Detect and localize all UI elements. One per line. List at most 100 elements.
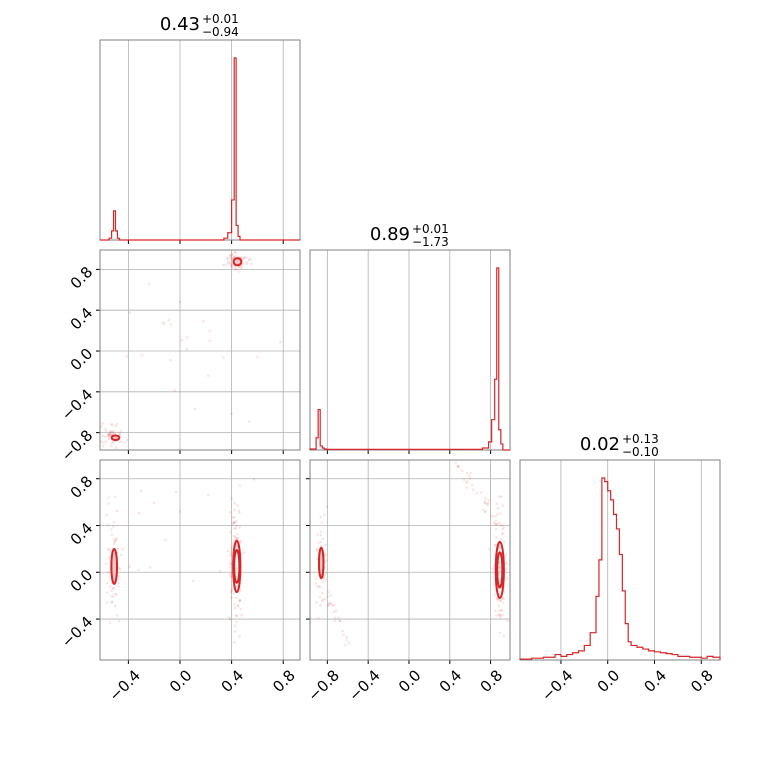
sample-point [501,596,505,599]
sample-point [117,581,121,585]
contour-level-1 [233,549,241,584]
sample-point [483,510,487,513]
sample-point [233,508,236,512]
sample-point [228,253,232,257]
panel-frame [309,459,511,661]
sample-point [117,619,121,623]
sample-point [492,521,496,525]
sample-point [103,427,107,431]
sample-point [483,501,486,505]
sample-point [242,256,246,260]
sample-point [334,609,338,612]
sample-point [500,609,504,613]
sample-point [230,253,234,257]
sample-point [191,579,195,583]
y-tick-label: 0.0 [67,345,97,375]
sample-point [238,511,241,515]
sample-point [104,429,108,433]
sample-point [128,311,132,314]
sample-point [226,549,230,553]
sample-point [112,586,116,590]
sample-point [206,493,210,497]
sample-point [208,329,212,333]
histogram-step-line [309,267,510,451]
contour-level-1 [110,434,121,441]
sample-point [110,444,113,448]
sample-point [162,321,165,324]
sample-point [111,423,114,426]
sample-point [490,514,493,518]
sample-point [239,267,243,270]
sample-point [101,434,105,438]
sample-point [233,527,236,530]
sample-point [316,547,319,551]
sample-point [498,561,502,564]
sample-point [227,616,231,619]
sample-point [110,533,114,537]
sample-point [337,616,340,619]
sample-point [167,318,171,322]
sample-point [500,533,504,536]
sample-point [242,256,246,259]
sample-point [494,527,498,531]
sample-point [100,440,103,443]
sample-point [119,553,123,557]
sample-point [113,537,116,541]
sample-point [500,608,503,612]
sample-point [324,578,328,582]
sample-point [185,347,189,351]
x-tick-label: −0.4 [105,666,143,704]
sample-point [248,257,252,261]
sample-point [333,616,337,619]
sample-point [319,540,323,544]
sample-point [233,592,236,595]
sample-point [112,521,116,524]
sample-point [237,509,241,513]
sample-point [494,543,497,547]
sample-point [493,593,496,597]
sample-point [230,263,233,267]
title-param-1: 0.43 +0.01 −0.94 [160,12,239,39]
panel-scatter-param-2-vs-param-3 [306,452,511,664]
sample-point [495,536,498,539]
sample-point [107,571,110,574]
sample-point [233,607,237,610]
sample-point [235,524,238,528]
sample-point [233,520,237,524]
sample-point [479,491,483,494]
sample-point [327,603,330,607]
sample-point [231,256,235,260]
sample-point [483,499,487,503]
sample-point [323,598,327,601]
sample-point [113,604,117,608]
sample-point [321,591,324,595]
sample-point [234,536,238,540]
contour-fill-68 [234,258,241,265]
sample-point [221,263,225,267]
sample-point [233,629,237,633]
sample-point [506,563,509,566]
sample-point [496,522,499,526]
sample-point [235,555,239,559]
sample-point [119,429,122,433]
sample-point [278,340,282,344]
sample-point [319,530,323,533]
sample-point [137,511,141,515]
sample-point [499,614,502,617]
sample-point [343,643,347,647]
y-tick-label: −0.4 [58,385,96,423]
sample-point [320,544,323,548]
sample-point [118,432,122,436]
sample-point [502,540,506,544]
sample-point [105,601,109,604]
sample-point [105,513,108,517]
sample-point [180,338,184,342]
sample-point [501,527,504,531]
sample-point [234,568,238,572]
sample-point [321,537,325,541]
sample-point [228,260,232,264]
x-tick-labels-param-3: −0.4 0.0 0.4 0.8 [538,666,717,704]
x-tick-label: −0.4 [538,666,576,704]
sample-point [239,589,242,592]
contour-level-1 [110,547,119,585]
